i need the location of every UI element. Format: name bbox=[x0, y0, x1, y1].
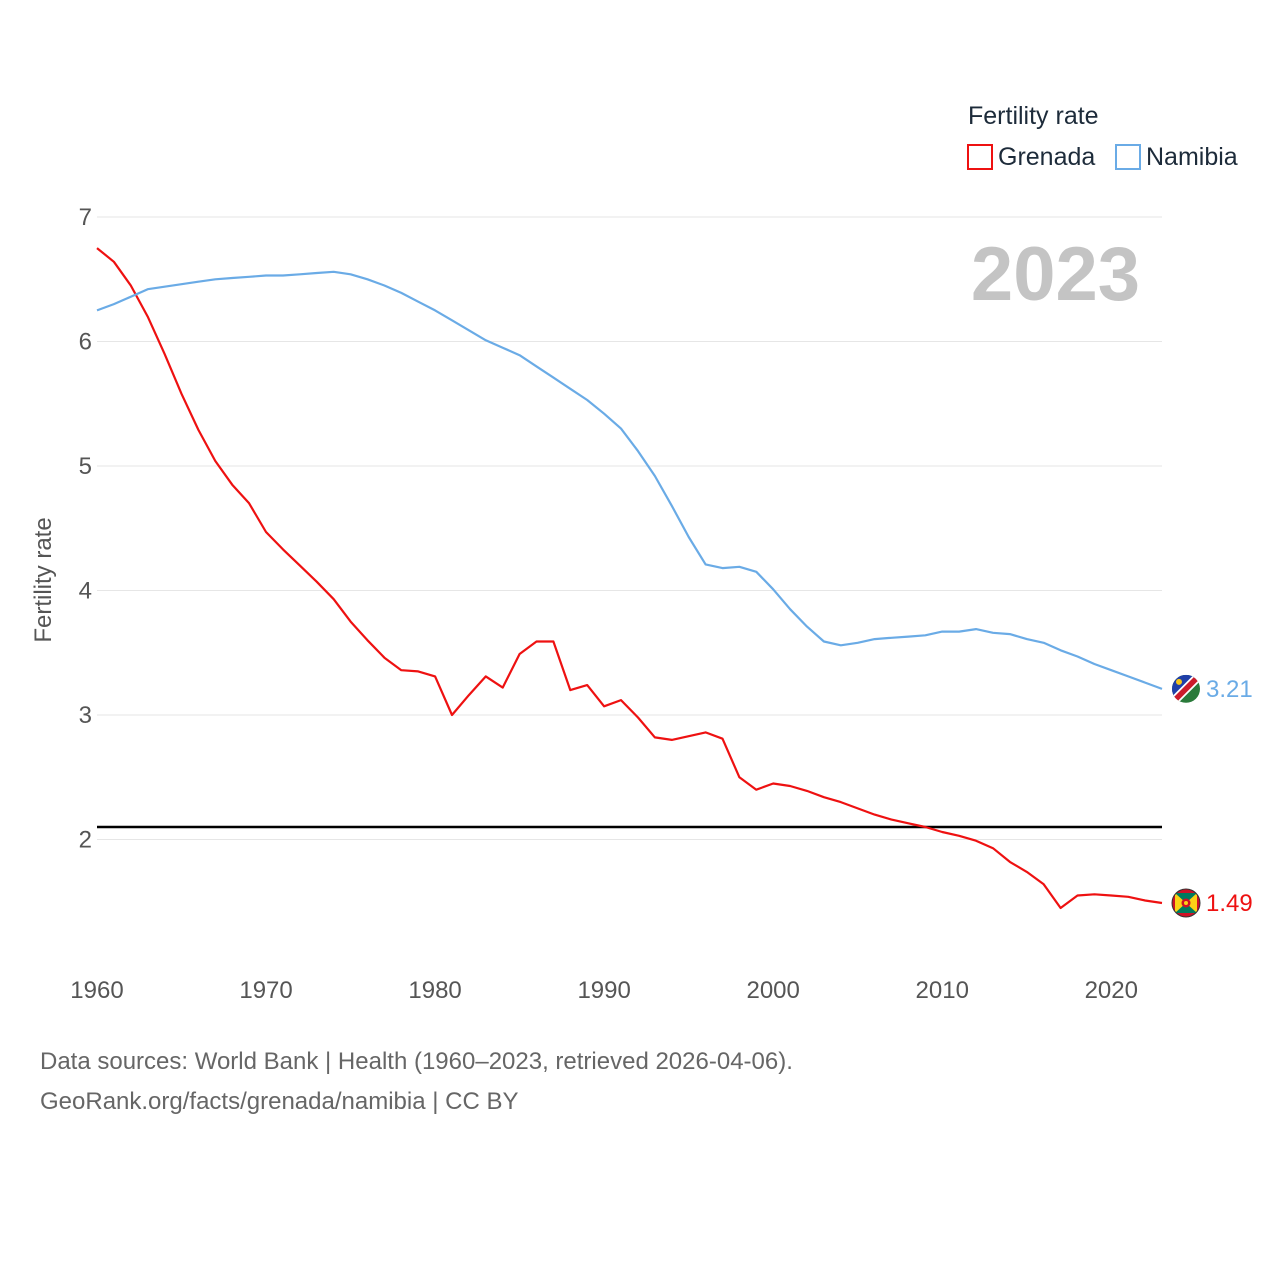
grenada-flag-icon bbox=[1171, 888, 1201, 918]
y-tick-label: 4 bbox=[79, 578, 92, 605]
legend-item-namibia[interactable]: Namibia bbox=[1115, 143, 1238, 171]
series-line-namibia bbox=[96, 270, 1163, 690]
data-source-note: Data sources: World Bank | Health (1960–… bbox=[40, 1048, 793, 1075]
attribution-link[interactable]: GeoRank.org/facts/grenada/namibia | CC B… bbox=[40, 1088, 519, 1115]
x-axis-ticks: 1960 1970 1980 1990 2000 2010 2020 bbox=[70, 977, 1138, 1004]
y-tick-label: 2 bbox=[79, 827, 92, 854]
y-tick-label: 7 bbox=[79, 204, 92, 231]
fertility-line-chart: 2 3 4 5 6 7 1960 1970 1980 1990 2000 2010 2020 Fert… bbox=[30, 102, 1253, 1004]
namibia-flag-icon bbox=[1172, 674, 1200, 703]
x-tick-label: 2000 bbox=[746, 977, 799, 1004]
series-lines bbox=[96, 247, 1163, 910]
x-tick-label: 2010 bbox=[916, 977, 969, 1004]
x-tick-label: 1990 bbox=[577, 977, 630, 1004]
legend-label-grenada: Grenada bbox=[998, 143, 1095, 171]
grenada-end-value: 1.49 bbox=[1206, 890, 1253, 917]
x-tick-label: 1960 bbox=[70, 977, 123, 1004]
y-tick-label: 5 bbox=[79, 453, 92, 480]
legend-swatch-namibia bbox=[1115, 144, 1141, 170]
footer: Data sources: World Bank | Health (1960–… bbox=[40, 1042, 793, 1122]
y-tick-label: 6 bbox=[79, 329, 92, 356]
namibia-end-value: 3.21 bbox=[1206, 676, 1253, 703]
year-label: 2023 bbox=[971, 232, 1140, 317]
legend: Fertility rate Grenada Namibia bbox=[967, 102, 1238, 171]
legend-item-grenada[interactable]: Grenada bbox=[967, 143, 1095, 171]
legend-swatch-grenada bbox=[967, 144, 993, 170]
x-tick-label: 2020 bbox=[1085, 977, 1138, 1004]
grid-lines bbox=[97, 216, 1162, 840]
y-tick-label: 3 bbox=[79, 702, 92, 729]
series-line-grenada bbox=[96, 247, 1163, 910]
legend-label-namibia: Namibia bbox=[1146, 143, 1238, 171]
legend-title: Fertility rate bbox=[968, 102, 1099, 130]
y-axis-title: Fertility rate bbox=[30, 517, 57, 642]
x-tick-label: 1970 bbox=[239, 977, 292, 1004]
x-tick-label: 1980 bbox=[408, 977, 461, 1004]
y-axis-ticks: 2 3 4 5 6 7 bbox=[79, 204, 92, 854]
